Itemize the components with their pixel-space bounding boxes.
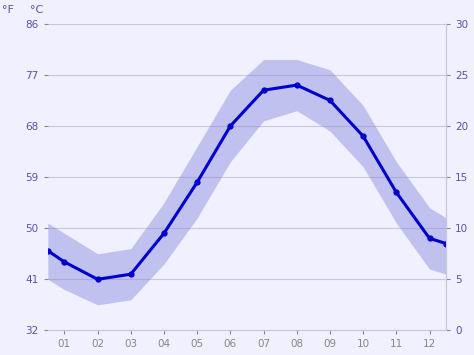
Text: °F: °F xyxy=(2,5,14,15)
Text: °C: °C xyxy=(30,5,43,15)
